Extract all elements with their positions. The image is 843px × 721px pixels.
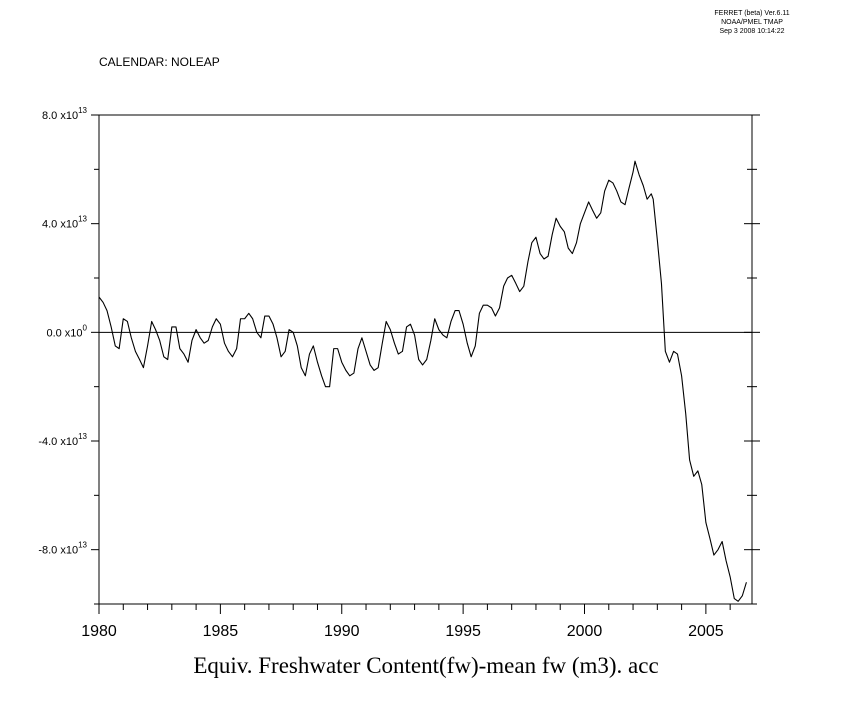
version-line-2: NOAA/PMEL TMAP xyxy=(721,19,783,26)
y-tick-label: 0.0 x100 xyxy=(46,323,87,339)
axes-group: 8.0 x1013 4.0 x1013 0.0 x100 -4.0 x1013 -8.0… xyxy=(38,106,760,640)
y-tick-label: -4.0 x1013 xyxy=(38,432,87,448)
series-line xyxy=(98,160,747,602)
x-tick-label: 2000 xyxy=(567,623,603,640)
version-line-3: Sep 3 2008 10:14:22 xyxy=(719,28,784,35)
version-line-1: FERRET (beta) Ver.6.11 xyxy=(714,10,789,17)
y-tick-label: 4.0 x1013 xyxy=(42,215,88,231)
calendar-label: CALENDAR: NOLEAP xyxy=(99,55,220,69)
y-tick-label: 8.0 x1013 xyxy=(42,106,88,122)
x-tick-label: 1995 xyxy=(445,623,481,640)
x-tick-label: 1990 xyxy=(324,623,360,640)
series-group xyxy=(98,160,747,602)
x-tick-label: 1985 xyxy=(203,623,239,640)
y-tick-label: -8.0 x1013 xyxy=(38,541,87,557)
plot-frame xyxy=(98,114,753,605)
x-tick-label: 2005 xyxy=(688,623,724,640)
x-tick-label: 1980 xyxy=(81,623,117,640)
chart-title: Equiv. Freshwater Content(fw)-mean fw (m… xyxy=(193,653,658,678)
